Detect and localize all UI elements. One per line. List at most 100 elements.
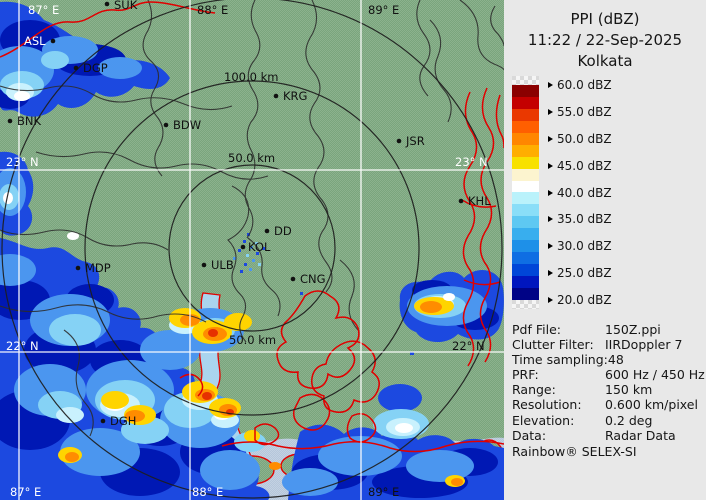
legend-band-0 <box>512 85 539 97</box>
legend-band-13 <box>512 240 539 253</box>
dbz-legend: 60.0 dBZ 55.0 dBZ 50.0 dBZ 45.0 dBZ 40.0 dBZ… <box>512 76 702 317</box>
legend-label-text: 50.0 dBZ <box>557 131 612 146</box>
metadata-value: 150Z.ppi <box>605 322 661 337</box>
coordinate-label: 89° E <box>368 3 399 17</box>
legend-label-text: 40.0 dBZ <box>557 185 612 200</box>
legend-band-7 <box>512 168 539 181</box>
legend-label: 50.0 dBZ <box>548 132 612 146</box>
legend-band-16 <box>512 276 539 288</box>
legend-label: 20.0 dBZ <box>548 293 612 307</box>
city-label-dd: DD <box>274 224 292 238</box>
coordinate-label: 88° E <box>192 485 223 499</box>
legend-band-10 <box>512 204 539 217</box>
legend-label: 35.0 dBZ <box>548 212 612 226</box>
city-label-asl: ASL <box>24 34 46 48</box>
metadata-row: Elevation: 0.2 deg <box>512 413 704 428</box>
legend-label: 55.0 dBZ <box>548 105 612 119</box>
city-dot-jsr <box>396 138 402 144</box>
legend-band-6 <box>512 156 539 169</box>
latlon-grid <box>0 0 504 500</box>
grid-labels: 87° E 88° E 89° E 87° E 88° E 89° E 23° N 23° N… <box>6 3 488 499</box>
city-dot-bdw <box>163 122 169 128</box>
legend-band-17 <box>512 287 539 300</box>
metadata-label: Range: <box>512 382 556 398</box>
coordinate-label: 23° N <box>455 155 488 169</box>
legend-color-bar <box>512 85 539 300</box>
legend-band-4 <box>512 132 539 145</box>
legend-tick-arrow-icon <box>548 82 553 88</box>
range-rings <box>1 0 503 499</box>
city-label-dgp: DGP <box>83 61 108 75</box>
metadata-label: Pdf File: <box>512 322 561 337</box>
metadata-row: Pdf File: 150Z.ppi <box>512 322 704 337</box>
legend-label-text: 45.0 dBZ <box>557 158 612 173</box>
panel-title-block: PPI (dBZ) 11:22 / 22-Sep-2025 Kolkata <box>504 9 706 72</box>
city-dot-asl <box>50 38 56 44</box>
city-dot-bnk <box>7 118 13 124</box>
metadata-label: Clutter Filter: <box>512 337 594 353</box>
coordinate-label: 87° E <box>10 485 41 499</box>
city-label-jsr: JSR <box>405 134 425 148</box>
coordinate-label: 88° E <box>197 3 228 17</box>
metadata-value: 150 km <box>605 382 653 398</box>
legend-tick-arrow-icon <box>548 270 553 277</box>
coordinate-label: 23° N <box>6 155 39 169</box>
coordinate-label: 22° N <box>452 339 485 353</box>
city-label-kol: KOL <box>248 240 271 254</box>
legend-band-2 <box>512 108 539 121</box>
range-ring-label: 50.0 km <box>229 333 276 347</box>
legend-band-8 <box>512 180 539 193</box>
legend-label: 40.0 dBZ <box>548 186 612 200</box>
city-label-bdw: BDW <box>173 118 201 132</box>
legend-label-text: 55.0 dBZ <box>557 104 612 119</box>
metadata-row: Time sampling:48 <box>512 352 704 367</box>
legend-transparent-cap-bottom <box>512 300 539 309</box>
scan-metadata: Pdf File: 150Z.ppi Clutter Filter: IIRDoppl… <box>512 322 705 443</box>
city-dot-dgh <box>100 418 106 424</box>
city-label-dgh: DGH <box>110 414 136 428</box>
range-ring-label: 50.0 km <box>228 151 275 165</box>
legend-band-15 <box>512 264 539 276</box>
city-label-khl: KHL <box>468 194 491 208</box>
district-boundaries <box>0 0 504 437</box>
legend-label-text: 60.0 dBZ <box>557 78 612 92</box>
coordinate-label: 89° E <box>368 485 399 499</box>
city-dot-dd <box>264 228 270 234</box>
legend-tick-arrow-icon <box>548 189 553 196</box>
coordinate-label: 22° N <box>6 339 39 353</box>
product-title: PPI (dBZ) <box>570 10 640 28</box>
metadata-row: PRF: 600 Hz / 450 Hz <box>512 367 705 382</box>
metadata-value: 0.2 deg <box>605 412 653 428</box>
ground-clutter-speckles <box>233 233 414 355</box>
city-dot-khl <box>458 198 464 204</box>
city-label-krg: KRG <box>283 89 307 103</box>
legend-band-12 <box>512 228 539 241</box>
legend-transparent-cap-top <box>512 76 539 85</box>
station-name: Kolkata <box>577 52 633 70</box>
legend-tick-arrow-icon <box>548 135 553 142</box>
metadata-label: Resolution: <box>512 397 582 413</box>
metadata-row: Data: Radar Data <box>512 428 704 443</box>
legend-tick-arrow-icon <box>548 243 553 250</box>
city-label-cng: CNG <box>300 272 326 286</box>
software-credit: Rainbow® SELEX-SI <box>512 444 637 459</box>
metadata-value: 48 <box>607 352 624 368</box>
legend-label: 25.0 dBZ <box>548 266 612 280</box>
city-label-bnk: BNK <box>17 114 41 128</box>
legend-tick-arrow-icon <box>548 162 553 169</box>
metadata-row: Resolution: 0.600 km/pixel <box>512 397 704 412</box>
info-panel: PPI (dBZ) 11:22 / 22-Sep-2025 Kolkata 60… <box>504 0 706 500</box>
scan-datetime: 11:22 / 22-Sep-2025 <box>527 31 683 49</box>
city-dot-mdp <box>75 265 81 271</box>
metadata-row: Range: 150 km <box>512 382 704 397</box>
legend-band-3 <box>512 120 539 133</box>
city-dot-cng <box>290 276 296 282</box>
city-label-ulb: ULB <box>211 258 234 272</box>
metadata-value: 0.600 km/pixel <box>605 397 698 413</box>
legend-label-text: 25.0 dBZ <box>557 266 612 281</box>
metadata-label: Time sampling: <box>512 352 608 368</box>
legend-tick-arrow-icon <box>548 297 553 303</box>
city-dot-dgp <box>73 65 79 71</box>
metadata-label: Data: <box>512 427 547 443</box>
